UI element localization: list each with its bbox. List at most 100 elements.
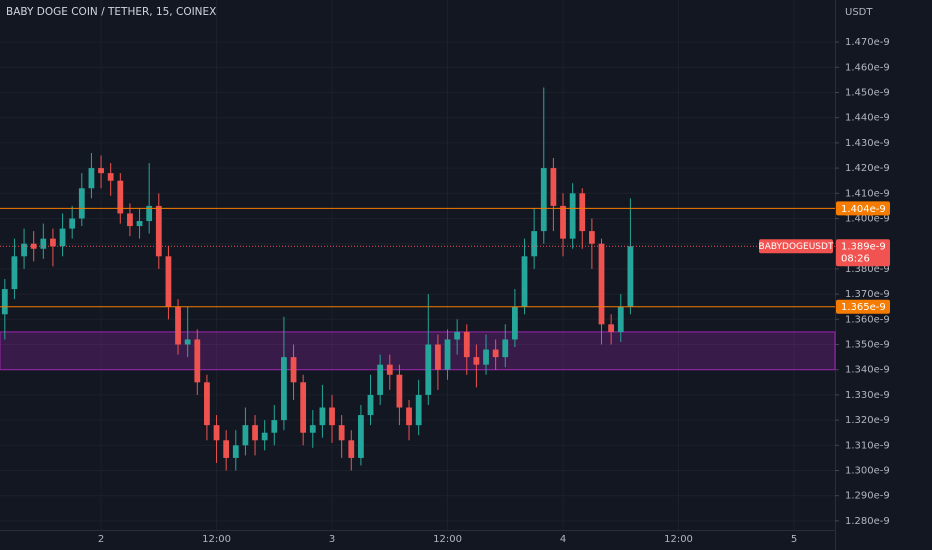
candle-body	[598, 243, 605, 325]
candle-body	[11, 256, 18, 290]
x-tick-label: 4	[560, 534, 566, 545]
y-tick-label: 1.330e-9	[845, 390, 890, 401]
price-tag-label: 1.365e-9	[841, 302, 886, 313]
price-tag-label: 1.389e-9	[841, 242, 886, 253]
candle-body	[78, 188, 85, 219]
candle-body	[136, 221, 143, 227]
candle-body	[213, 425, 220, 441]
y-tick-label: 1.420e-9	[845, 163, 890, 174]
candle-body	[271, 420, 278, 433]
y-tick-label: 1.440e-9	[845, 113, 890, 124]
candle-body	[155, 205, 162, 257]
symbol-tag-label: BABYDOGEUSDT	[759, 242, 834, 252]
countdown: 08:26	[841, 254, 870, 265]
candle-body	[309, 425, 316, 433]
y-tick-label: 1.450e-9	[845, 87, 890, 98]
x-tick-label: 12:00	[202, 534, 231, 545]
candle-body	[579, 193, 586, 232]
candle-body	[540, 168, 547, 232]
candle-body	[492, 349, 499, 358]
candle-body	[117, 180, 124, 214]
candle-body	[396, 374, 403, 408]
candle-body	[483, 349, 489, 365]
price-tag	[836, 239, 890, 267]
candle-body	[252, 425, 258, 441]
y-tick-label: 1.380e-9	[845, 264, 890, 275]
candle-body	[550, 168, 557, 206]
candle-body	[435, 344, 441, 370]
candle-body	[107, 173, 114, 181]
x-tick-label: 5	[791, 534, 797, 545]
candle-body	[521, 256, 528, 307]
candle-body	[425, 344, 432, 395]
y-tick-label: 1.400e-9	[845, 214, 890, 225]
x-tick-label: 2	[98, 534, 104, 545]
candle-body	[406, 407, 412, 426]
y-tick-label: 1.370e-9	[845, 289, 890, 300]
candle-body	[502, 339, 509, 358]
y-tick-label: 1.340e-9	[845, 365, 890, 376]
candle-body	[444, 339, 451, 370]
price-tag	[836, 201, 890, 216]
price-tag	[836, 299, 890, 314]
candle-body	[473, 357, 480, 365]
candle-body	[512, 306, 518, 340]
y-tick-label: 1.290e-9	[845, 491, 890, 502]
candle-body	[242, 425, 249, 446]
y-tick-label: 1.310e-9	[845, 440, 890, 451]
candle-body	[617, 306, 624, 332]
chart-title: BABY DOGE COIN / TETHER, 15, COINEX	[6, 6, 216, 18]
y-tick-label: 1.360e-9	[845, 314, 890, 325]
candle-body	[386, 364, 393, 375]
candle-body	[223, 440, 230, 458]
candle-body	[40, 238, 47, 249]
candle-body	[358, 415, 364, 458]
candle-body	[338, 425, 345, 441]
y-tick-label: 1.280e-9	[845, 516, 890, 527]
y-tick-label: 1.460e-9	[845, 62, 890, 73]
x-tick-label: 3	[329, 534, 335, 545]
candle-body	[98, 168, 104, 174]
candle-body	[608, 324, 615, 332]
x-tick-label: 12:00	[433, 534, 462, 545]
candle-body	[454, 331, 461, 340]
candle-body	[329, 407, 335, 426]
candle-body	[300, 382, 307, 433]
candle-body	[589, 231, 595, 244]
candle-body	[50, 238, 56, 247]
y-tick-label: 1.350e-9	[845, 340, 890, 351]
y-tick-label: 1.320e-9	[845, 415, 890, 426]
y-tick-label: 1.410e-9	[845, 188, 890, 199]
candle-body	[175, 306, 181, 345]
candle-body	[377, 364, 384, 395]
candle-body	[204, 382, 210, 426]
candle-body	[1, 289, 8, 315]
candle-body	[569, 193, 576, 239]
candle-body	[184, 339, 191, 345]
candle-body	[560, 205, 566, 239]
candle-body	[21, 243, 27, 257]
candle-body	[232, 445, 239, 458]
candle-body	[88, 168, 95, 189]
symbol-tag	[759, 239, 833, 254]
candle-body	[531, 231, 538, 257]
price-tag-label: 1.404e-9	[841, 204, 886, 215]
candle-body	[194, 339, 201, 383]
candle-body	[165, 256, 172, 307]
candle-body	[261, 432, 268, 441]
candle-body	[127, 213, 133, 227]
candle-body	[415, 394, 422, 426]
candle-body	[463, 331, 470, 358]
candle-body	[281, 357, 287, 421]
candle-body	[69, 218, 76, 229]
x-tick-label: 12:00	[664, 534, 693, 545]
y-tick-label: 1.300e-9	[845, 466, 890, 477]
candle-body	[290, 357, 297, 383]
candle-body	[146, 205, 153, 222]
y-axis-unit: USDT	[845, 7, 873, 18]
candle-body	[319, 407, 326, 426]
y-tick-label: 1.430e-9	[845, 138, 890, 149]
candle-body	[348, 440, 355, 458]
